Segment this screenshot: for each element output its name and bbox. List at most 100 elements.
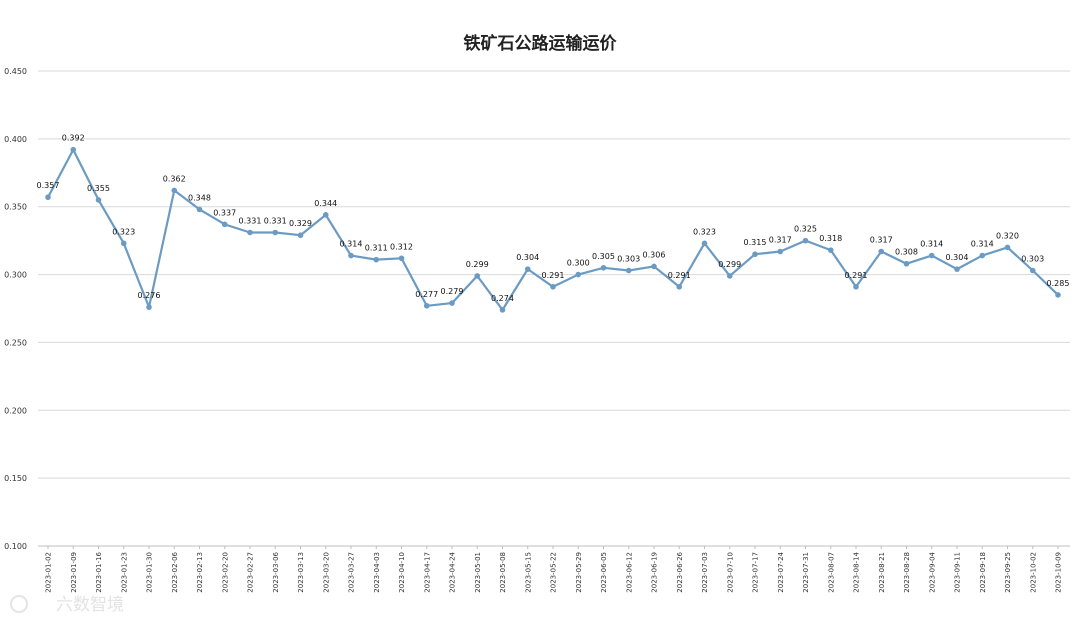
- x-tick-label: 2023-01-16: [95, 551, 103, 592]
- x-tick-label: 2023-01-23: [120, 552, 128, 593]
- x-tick-label: 2023-02-20: [221, 552, 229, 593]
- data-point: [853, 283, 859, 290]
- y-tick-label: 0.450: [4, 67, 27, 76]
- y-tick-label: 0.150: [4, 474, 27, 483]
- data-point: [272, 229, 279, 236]
- x-axis-ticks: 2023-01-02 2023-01-09 2023-01-16 2023-01-23…: [45, 546, 1063, 593]
- data-point: [499, 307, 506, 313]
- data-label: 0.355: [87, 184, 110, 193]
- x-tick-label: 2023-05-22: [550, 552, 558, 593]
- data-label: 0.303: [1021, 255, 1044, 264]
- data-point: [247, 229, 253, 236]
- data-label: 0.331: [264, 217, 287, 226]
- x-tick-label: 2023-09-25: [1004, 552, 1012, 593]
- x-tick-label: 2023-02-06: [171, 551, 179, 592]
- data-point: [348, 252, 354, 259]
- data-label: 0.291: [845, 271, 868, 280]
- data-point: [575, 271, 582, 278]
- data-labels: 0.357 0.392 0.355 0.323 0.276 0.362 0.3480.337…: [37, 134, 1070, 303]
- x-tick-label: 2023-05-01: [474, 552, 482, 593]
- data-point: [600, 264, 607, 271]
- data-point: [120, 240, 127, 247]
- data-point: [625, 267, 632, 274]
- data-label: 0.303: [617, 255, 640, 264]
- x-tick-label: 2023-01-30: [146, 552, 154, 593]
- data-point: [45, 194, 51, 201]
- x-tick-label: 2023-07-17: [752, 552, 760, 593]
- x-tick-label: 2023-03-20: [322, 552, 330, 593]
- data-point: [1055, 292, 1061, 298]
- data-label: 0.277: [415, 290, 438, 299]
- data-label: 0.308: [895, 248, 918, 257]
- x-tick-label: 2023-08-14: [853, 551, 861, 592]
- x-tick-label: 2023-09-11: [954, 552, 962, 593]
- data-label: 0.312: [390, 242, 413, 251]
- data-point: [70, 146, 77, 153]
- x-tick-label: 2023-04-03: [373, 552, 381, 593]
- data-point: [550, 283, 556, 290]
- data-point: [979, 252, 986, 259]
- data-point: [954, 266, 960, 272]
- data-point: [297, 232, 304, 239]
- y-tick-label: 0.300: [4, 271, 27, 280]
- data-label: 0.300: [567, 259, 590, 268]
- data-point: [322, 212, 329, 218]
- data-label: 0.299: [718, 260, 741, 269]
- data-label: 0.304: [516, 253, 539, 262]
- data-label: 0.317: [870, 236, 893, 245]
- data-label: 0.299: [466, 260, 489, 269]
- data-label: 0.329: [289, 219, 312, 228]
- y-tick-label: 0.350: [4, 203, 27, 212]
- data-point: [651, 263, 657, 270]
- data-point: [878, 248, 885, 255]
- watermark-text: 六数智境: [56, 595, 124, 615]
- data-point: [701, 240, 708, 247]
- data-point: [524, 266, 531, 272]
- data-point: [146, 304, 152, 310]
- data-label: 0.325: [794, 225, 817, 234]
- data-point: [752, 251, 758, 258]
- data-point: [777, 248, 784, 255]
- data-label: 0.291: [668, 271, 691, 280]
- data-label: 0.323: [112, 227, 135, 236]
- data-label: 0.274: [491, 294, 514, 303]
- y-axis-ticks: 0.100 0.150 0.200 0.250 0.300 0.350 0.400 0.450: [4, 67, 27, 551]
- data-point: [903, 260, 910, 267]
- data-label: 0.311: [365, 244, 388, 253]
- x-tick-label: 2023-02-27: [247, 552, 255, 593]
- data-point: [221, 221, 228, 228]
- x-tick-label: 2023-05-29: [575, 552, 583, 593]
- data-point: [1029, 267, 1036, 274]
- x-tick-label: 2023-05-15: [524, 552, 532, 593]
- data-label: 0.348: [188, 193, 211, 202]
- data-label: 0.318: [819, 234, 842, 243]
- x-tick-label: 2023-08-07: [827, 552, 835, 593]
- data-point: [423, 302, 430, 309]
- x-tick-label: 2023-09-18: [979, 552, 987, 593]
- series: [45, 146, 1061, 313]
- data-point: [1004, 244, 1011, 251]
- x-tick-label: 2023-10-02: [1029, 552, 1037, 593]
- data-point: [196, 206, 203, 213]
- data-point: [449, 300, 455, 306]
- x-tick-label: 2023-06-19: [651, 552, 659, 593]
- data-label: 0.323: [693, 227, 716, 236]
- x-tick-label: 2023-04-10: [398, 552, 406, 593]
- data-point: [928, 252, 935, 259]
- data-label: 0.331: [239, 217, 262, 226]
- chart-title: 铁矿石公路运输运价: [464, 33, 618, 54]
- data-label: 0.306: [643, 250, 666, 259]
- data-label: 0.344: [314, 199, 337, 208]
- watermark-logo-icon: [10, 595, 28, 613]
- y-tick-label: 0.200: [4, 406, 27, 415]
- data-label: 0.304: [946, 253, 969, 262]
- data-label: 0.279: [441, 287, 464, 296]
- data-point: [373, 256, 380, 263]
- data-point: [802, 237, 809, 244]
- y-tick-label: 0.400: [4, 135, 27, 144]
- x-tick-label: 2023-05-08: [499, 552, 507, 593]
- data-label: 0.392: [62, 134, 85, 143]
- y-tick-label: 0.100: [4, 542, 27, 551]
